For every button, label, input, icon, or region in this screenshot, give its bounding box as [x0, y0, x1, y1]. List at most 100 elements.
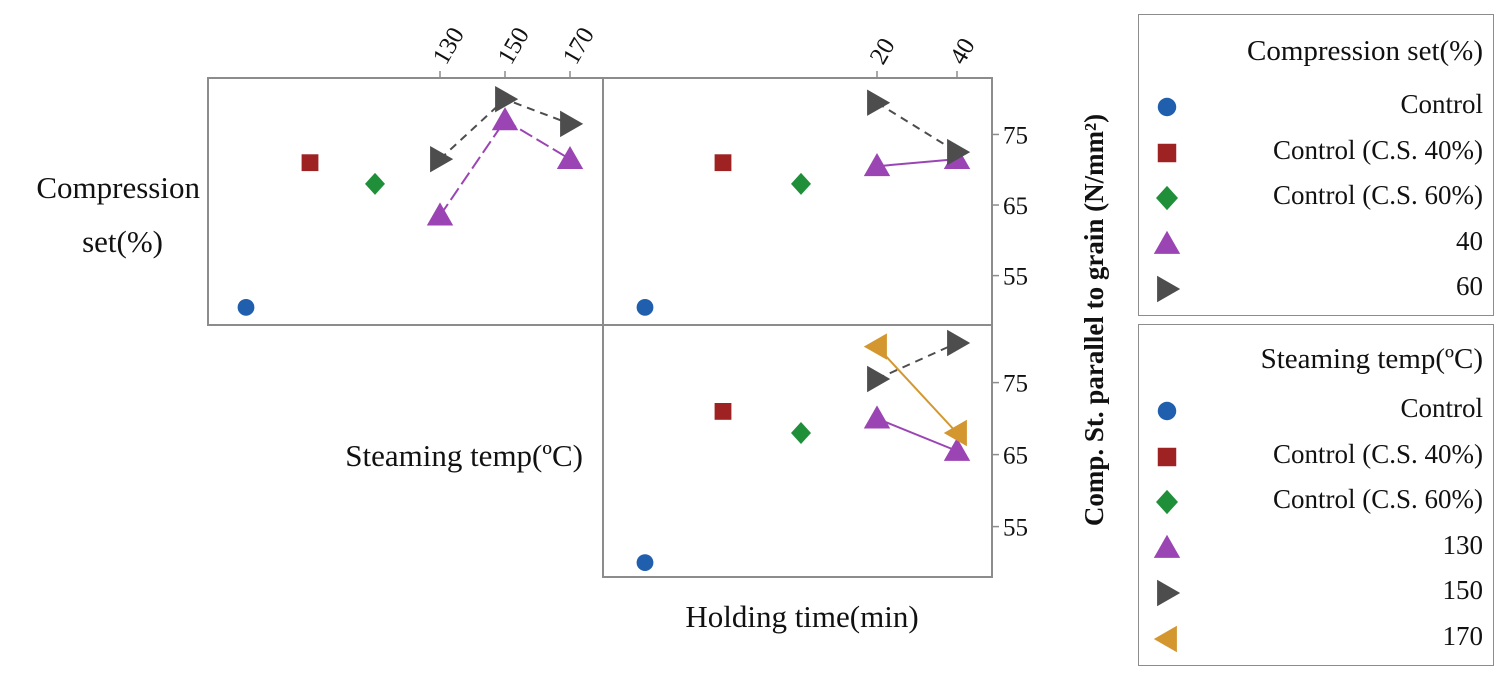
- point-series-60: [867, 89, 891, 116]
- y-tick-label: 65: [1003, 193, 1028, 220]
- panel-holding-time-by-steaming-temp: [636, 329, 971, 571]
- series-line-40: [439, 119, 571, 217]
- series-line-130: [876, 417, 958, 452]
- point-series-40: [426, 202, 454, 226]
- triangle-up-icon: [1153, 534, 1181, 558]
- legend-item-control: Control: [1139, 87, 1493, 127]
- row-label-steaming-temp: Steaming temp(ºC): [345, 438, 583, 473]
- legend-item-control-c-s-60: Control (C.S. 60%): [1139, 178, 1493, 218]
- triangle-right-icon: [1157, 275, 1181, 303]
- legend-marker-circle-icon: [1157, 97, 1177, 117]
- x-tick-label: 40: [945, 34, 981, 69]
- legend-label: 130: [1442, 529, 1484, 560]
- series-line-60: [876, 101, 958, 153]
- triangle-right-icon: [1157, 579, 1181, 607]
- legend-item-control-c-s-40: Control (C.S. 40%): [1139, 437, 1493, 477]
- x-tick-label: 130: [428, 23, 470, 69]
- x-axis-label: Holding time(min): [685, 599, 918, 634]
- point-control: [237, 298, 255, 316]
- y-tick-label: 75: [1003, 371, 1028, 398]
- point-series-40: [556, 145, 584, 170]
- legend-marker-triangle-up-icon: [1153, 534, 1181, 558]
- legend-compression-set: Compression set(%) Control Control (C.S. 4…: [1138, 14, 1494, 316]
- legend-item-130: 130: [1139, 528, 1493, 568]
- square-icon: [1157, 447, 1177, 466]
- x-tick-label: 20: [865, 34, 901, 69]
- legend-title: Compression set(%): [1247, 35, 1483, 67]
- legend-item-40: 40: [1139, 224, 1493, 264]
- y-axis-label: Comp. St. parallel to grain (N/mm²): [1079, 114, 1109, 526]
- legend-steaming-temp: Steaming temp(ºC) Control Control (C.S. 40…: [1138, 324, 1494, 666]
- series-line-170: [876, 345, 958, 434]
- point-series-60: [560, 110, 584, 138]
- series-line-150: [876, 342, 958, 380]
- legend-marker-triangle-right-icon: [1157, 275, 1181, 303]
- square-icon: [1157, 143, 1177, 162]
- legend-marker-diamond-icon: [1156, 185, 1178, 211]
- panel-steaming-temp-by-compression-set: [237, 85, 584, 316]
- legend-marker-triangle-right-icon: [1157, 579, 1181, 607]
- point-control-c-s-60: [791, 422, 811, 444]
- diamond-icon: [1156, 185, 1178, 211]
- legend-label: Control (C.S. 60%): [1272, 484, 1483, 514]
- y-tick-label: 65: [1003, 443, 1028, 470]
- point-control-c-s-40: [301, 154, 319, 172]
- point-series-150: [867, 365, 891, 393]
- legend-marker-diamond-icon: [1156, 489, 1178, 515]
- point-series-170: [943, 419, 967, 447]
- point-series-150: [947, 329, 971, 357]
- diamond-icon: [1156, 489, 1178, 515]
- point-control: [636, 554, 654, 571]
- panel-frame-top-left: [207, 77, 604, 326]
- legend-item-170: 170: [1139, 619, 1493, 659]
- row-label-compression-set-line2: set(%): [82, 224, 163, 259]
- legend-item-60: 60: [1139, 269, 1493, 309]
- legend-label: 60: [1456, 271, 1483, 301]
- panels-layer: 75 65 55 75 65 55 130 150 170 20 40: [207, 23, 1028, 578]
- legend-label: Control (C.S. 40%): [1272, 438, 1483, 469]
- legend-label: Control (C.S. 40%): [1272, 134, 1483, 165]
- y-tick-label: 75: [1003, 122, 1028, 149]
- point-series-60: [947, 138, 971, 166]
- triangle-up-icon: [1153, 230, 1181, 254]
- point-series-130: [943, 437, 971, 461]
- point-series-40: [863, 153, 891, 177]
- point-series-40: [491, 107, 519, 131]
- point-series-130: [863, 405, 891, 429]
- legend-item-control-c-s-40: Control (C.S. 40%): [1139, 133, 1493, 173]
- legend-label: 40: [1456, 225, 1483, 256]
- y-tick-label: 55: [1003, 515, 1028, 542]
- x-tick-label: 170: [558, 23, 600, 69]
- circle-icon: [1157, 97, 1177, 117]
- legend-label: 150: [1442, 575, 1484, 605]
- panel-frame-top-right: [602, 77, 993, 326]
- point-control-c-s-40: [714, 154, 732, 172]
- legend-label: Control (C.S. 60%): [1272, 180, 1483, 210]
- point-control-c-s-60: [365, 172, 385, 195]
- point-series-60: [495, 85, 519, 113]
- point-series-60: [430, 145, 454, 173]
- legend-marker-triangle-up-icon: [1153, 230, 1181, 254]
- legend-label: 170: [1442, 620, 1484, 651]
- x-tick-label: 150: [493, 23, 535, 69]
- point-series-170: [863, 333, 887, 360]
- legend-item-control: Control: [1139, 391, 1493, 431]
- legend-item-control-c-s-60: Control (C.S. 60%): [1139, 482, 1493, 522]
- legend-title: Steaming temp(ºC): [1260, 343, 1483, 375]
- point-control-c-s-60: [791, 172, 811, 195]
- point-control-c-s-40: [714, 403, 732, 420]
- legend-marker-square-icon: [1157, 447, 1177, 466]
- y-tick-label: 55: [1003, 264, 1028, 291]
- circle-icon: [1157, 401, 1177, 421]
- legend-marker-circle-icon: [1157, 401, 1177, 421]
- triangle-left-icon: [1153, 625, 1177, 652]
- legend-marker-square-icon: [1157, 143, 1177, 162]
- legend-label: Control: [1400, 393, 1483, 423]
- legend-label: Control: [1400, 89, 1483, 119]
- panel-frame-bottom-right: [602, 324, 993, 578]
- row-label-compression-set-line1: Compression: [36, 170, 200, 205]
- series-line-40: [876, 158, 958, 168]
- legend-item-150: 150: [1139, 573, 1493, 613]
- point-control: [636, 298, 654, 316]
